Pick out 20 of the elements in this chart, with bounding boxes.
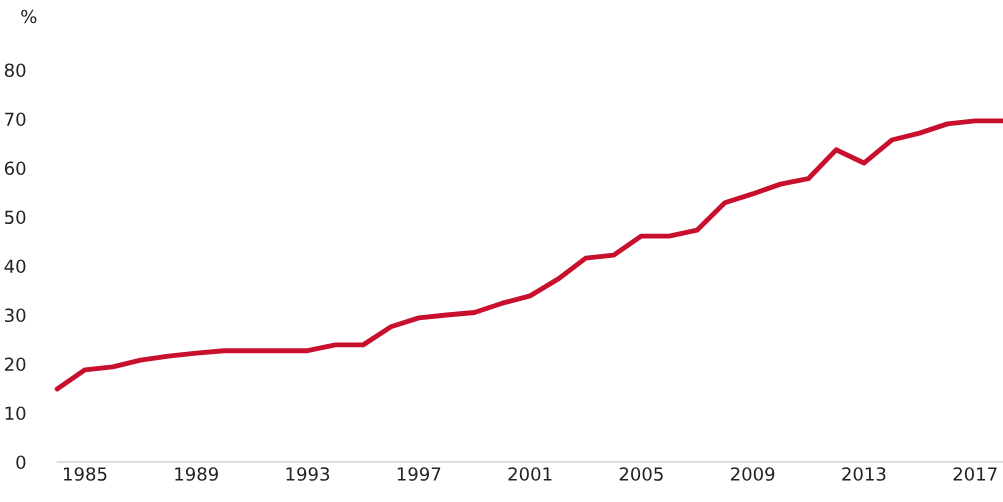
y-tick-label: 40 xyxy=(4,259,26,274)
x-tick-label: 1997 xyxy=(397,467,441,481)
line-series xyxy=(54,118,1003,392)
y-axis-title: % xyxy=(21,9,37,24)
y-tick-label: 0 xyxy=(16,455,26,470)
y-tick-label: 30 xyxy=(5,308,26,323)
x-tick-label: 1989 xyxy=(175,467,218,481)
y-tick-label: 60 xyxy=(4,161,26,176)
y-tick-label: 80 xyxy=(4,63,26,78)
x-tick-label: 1985 xyxy=(64,467,107,481)
x-tick-label: 2013 xyxy=(842,467,886,481)
y-tick-label: 50 xyxy=(5,210,26,225)
y-tick-label: 20 xyxy=(4,357,26,372)
y-tick-label: 10 xyxy=(5,406,26,421)
y-tick-label: 70 xyxy=(5,112,26,127)
x-tick-label: 1993 xyxy=(286,467,330,481)
x-tick-label: 2009 xyxy=(730,467,775,481)
x-tick-label: 2017 xyxy=(953,467,997,481)
x-tick-label: 2005 xyxy=(619,467,663,481)
x-tick-label: 2001 xyxy=(508,467,552,481)
